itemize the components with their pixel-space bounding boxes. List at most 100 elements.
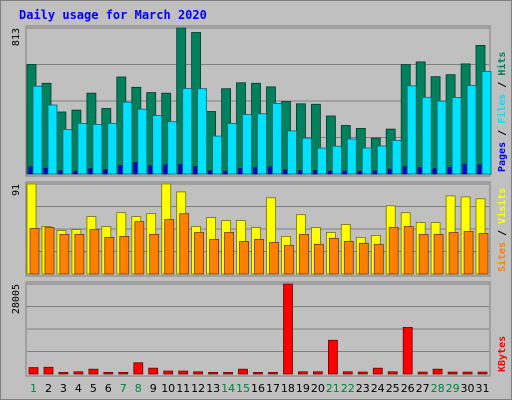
bar-pages-day-31	[477, 164, 482, 175]
legend-bot: KBytes	[497, 336, 508, 372]
x-label-day-22: 22	[341, 382, 355, 395]
legend-entry-pages: Pages	[497, 142, 508, 172]
bar-files-day-16	[257, 113, 267, 175]
bar-files-day-25	[391, 139, 402, 175]
bar-files-day-5	[92, 124, 103, 175]
bar-pages-day-16	[253, 167, 257, 175]
bar-pages-day-24	[372, 170, 377, 175]
x-label-day-6: 6	[105, 382, 112, 395]
bar-kbytes-day-16	[253, 371, 263, 375]
bar-files-day-1	[32, 85, 43, 175]
bar-files-day-14	[227, 123, 238, 175]
bar-files-day-2	[47, 104, 58, 175]
panel-mid: 91 Sites / Visits	[11, 181, 508, 277]
x-label-day-18: 18	[281, 382, 295, 395]
x-axis-labels: 1 2 3 4 5 6 7 8 9 10 11 12 13 14 15 16 17 18 19 20 21 22 23 24 2…	[30, 382, 490, 395]
bar-kbytes-day-18	[283, 283, 293, 375]
bar-kbytes-day-8	[133, 362, 144, 375]
bar-kbytes-day-14	[223, 371, 234, 375]
bar-sites-day-3	[59, 233, 70, 275]
bar-sites-day-30	[463, 231, 474, 275]
bar-sites-day-11	[179, 213, 190, 275]
bar-sites-day-1	[29, 228, 40, 275]
bar-pages-day-20	[312, 170, 317, 175]
x-label-day-5: 5	[90, 382, 97, 395]
bar-files-day-19	[301, 137, 312, 175]
y-axis-max-mid: 91	[11, 184, 22, 196]
bar-kbytes-day-19	[297, 371, 308, 375]
bar-files-day-30	[466, 85, 477, 175]
bar-pages-day-6	[103, 169, 108, 175]
bar-files-day-22	[346, 138, 357, 175]
bar-files-day-10	[167, 121, 178, 175]
bar-files-day-20	[316, 147, 327, 175]
x-label-day-8: 8	[135, 382, 142, 395]
bar-kbytes-day-21	[327, 339, 338, 375]
bar-kbytes-day-5	[88, 368, 99, 375]
bar-pages-day-15	[238, 168, 242, 175]
bar-pages-day-18	[283, 169, 287, 175]
bar-sites-day-14	[224, 232, 235, 275]
bar-sites-day-24	[373, 243, 384, 275]
bar-kbytes-day-20	[312, 371, 323, 375]
bar-pages-day-7	[118, 164, 123, 175]
bar-sites-day-28	[433, 233, 444, 275]
x-label-day-27: 27	[416, 382, 430, 395]
legend-separator: /	[497, 224, 508, 242]
bar-sites-day-4	[74, 233, 85, 275]
bar-sites-day-27	[418, 233, 429, 275]
x-label-day-31: 31	[476, 382, 490, 395]
x-label-day-3: 3	[60, 382, 67, 395]
bar-pages-day-19	[297, 170, 302, 175]
bar-files-day-23	[361, 147, 372, 175]
bar-sites-day-29	[448, 232, 459, 275]
x-label-day-21: 21	[326, 382, 340, 395]
bar-sites-day-26	[403, 226, 414, 275]
chart-panels: 813 Pages / Files / Hits 91 Sites / Visits 2…	[11, 25, 508, 377]
bar-sites-day-6	[104, 236, 115, 275]
bar-kbytes-day-31	[477, 371, 488, 375]
bar-sites-day-23	[358, 242, 369, 275]
bar-pages-day-13	[208, 170, 213, 175]
bar-sites-day-19	[298, 233, 309, 275]
bar-files-day-27	[421, 96, 432, 175]
bar-sites-day-17	[269, 241, 279, 275]
bar-kbytes-day-11	[178, 370, 189, 375]
x-label-day-7: 7	[120, 382, 127, 395]
bar-kbytes-day-3	[58, 371, 69, 375]
bar-pages-day-2	[43, 167, 48, 175]
bar-kbytes-day-26	[402, 326, 413, 375]
x-label-day-20: 20	[311, 382, 325, 395]
panel-bot: 28005 KBytes	[11, 281, 508, 377]
bar-sites-day-22	[343, 240, 354, 275]
bar-files-day-13	[212, 135, 223, 175]
bar-files-day-11	[182, 88, 193, 175]
bar-kbytes-day-27	[417, 371, 428, 375]
legend-entry-kbytes: KBytes	[497, 336, 508, 372]
legend-entry-files: Files	[496, 94, 508, 124]
bar-pages-day-29	[447, 167, 452, 175]
bar-pages-day-14	[223, 170, 228, 175]
bar-sites-day-7	[119, 235, 130, 275]
bar-files-day-15	[242, 114, 252, 175]
chart-title: Daily usage for March 2020	[19, 8, 207, 22]
bar-files-day-4	[77, 123, 88, 175]
y-axis-max-top: 813	[11, 28, 22, 46]
x-label-day-17: 17	[266, 382, 280, 395]
bar-pages-day-3	[58, 170, 63, 175]
bar-kbytes-day-2	[43, 366, 54, 375]
bar-files-day-17	[272, 103, 282, 175]
bar-pages-day-10	[163, 164, 168, 175]
x-label-day-25: 25	[386, 382, 400, 395]
bar-sites-day-15	[239, 240, 249, 275]
bar-kbytes-day-15	[238, 368, 248, 375]
bar-pages-day-4	[73, 170, 78, 175]
bar-kbytes-day-29	[447, 371, 458, 375]
legend-mid: Sites / Visits	[496, 188, 508, 272]
x-label-day-16: 16	[251, 382, 265, 395]
legend-top: Pages / Files / Hits	[496, 52, 508, 172]
bar-pages-day-25	[387, 168, 392, 175]
bar-files-day-26	[406, 85, 417, 175]
x-label-day-19: 19	[296, 382, 310, 395]
